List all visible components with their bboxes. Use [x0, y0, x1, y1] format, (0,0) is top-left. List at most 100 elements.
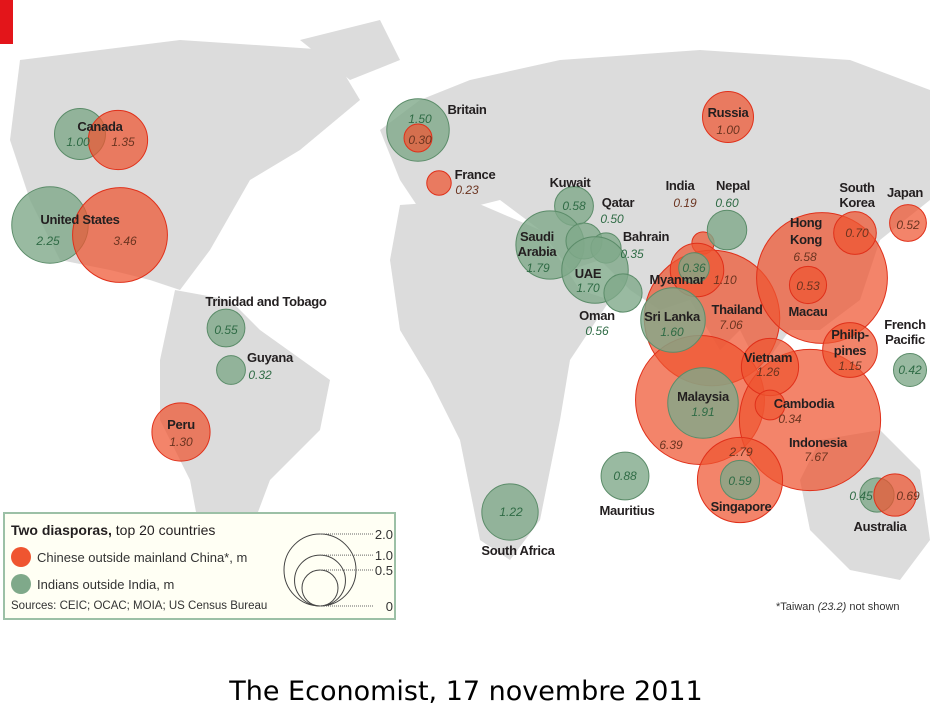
value-label: 1.70: [576, 281, 600, 295]
country-name: Cambodia: [774, 396, 836, 411]
country-name: Korea: [839, 195, 875, 210]
value-label: 0.23: [455, 183, 479, 197]
value-label: 6.39: [659, 438, 683, 452]
brand-tag: [0, 0, 13, 44]
land-4: [390, 200, 610, 560]
value-label: 2.25: [35, 234, 60, 248]
bubble-nepal-indian: [706, 209, 748, 251]
scale-label: 1.0: [375, 548, 393, 563]
bubble-australia-chinese: [873, 473, 917, 517]
bubble-cambodia-chinese: [754, 389, 786, 421]
value-label: 0.70: [845, 226, 869, 240]
value-label: 1.22: [499, 505, 523, 519]
country-name: Peru: [167, 417, 195, 432]
country-name: UAE: [575, 266, 602, 281]
bubble-france-chinese: [426, 170, 452, 196]
bubble-singapore-indian: [719, 459, 761, 501]
scale-label: 0: [386, 599, 393, 614]
country-name: Myanmar: [650, 272, 705, 287]
country-name: France: [455, 167, 496, 182]
bubble-japan-chinese: [889, 204, 927, 242]
indian-swatch: [11, 574, 31, 594]
value-label: 3.46: [113, 234, 137, 248]
value-label: 6.58: [793, 250, 817, 264]
bubble-oman-indian: [603, 273, 643, 313]
value-label: 7.67: [804, 450, 829, 464]
bubble-malaysia-indian: [667, 367, 739, 439]
value-label: 1.15: [838, 359, 862, 373]
country-name: Russia: [708, 105, 750, 120]
country-name: Macau: [789, 304, 828, 319]
bubble-myanmar-indian: [678, 252, 710, 284]
country-name: Saudi: [520, 229, 554, 244]
country-name: Indonesia: [789, 435, 848, 450]
country-name: Oman: [579, 308, 615, 323]
bubble-canada-chinese: [87, 109, 149, 171]
size-scale: 2.0 1.00.5 0: [283, 527, 393, 614]
value-label: 1.30: [169, 435, 193, 449]
value-label: 1.00: [716, 123, 740, 137]
bubble-britain-chinese: [403, 123, 433, 153]
scale-circle: [301, 569, 339, 607]
value-label: 0.34: [778, 412, 802, 426]
bubble-united-states-chinese: [72, 187, 168, 283]
value-label: 1.79: [526, 261, 550, 275]
value-label: 0.53: [796, 279, 820, 293]
labels: 1.00 1.35 2.25 3.46 0.55 0.32 1.30 1.50 0.30 0.23…: [35, 102, 926, 558]
value-label: 0.35: [620, 247, 644, 261]
legend: Two diasporas, top 20 countries Chinese …: [3, 512, 396, 620]
country-name: Qatar: [602, 195, 635, 210]
bubble-french-pacific-indian: [892, 352, 928, 388]
bubbles: [11, 91, 928, 541]
value-label: 0.69: [896, 489, 920, 503]
bubble-trinidad-and-tobago-indian: [206, 308, 246, 348]
value-label: 1.10: [713, 273, 737, 287]
country-name: United States: [40, 212, 119, 227]
country-name: Kong: [790, 232, 822, 247]
value-label: 0.30: [408, 133, 432, 147]
value-label: 1.91: [691, 405, 714, 419]
value-label: 1.35: [111, 135, 135, 149]
country-name: Japan: [887, 185, 923, 200]
bubble-south-africa-indian: [481, 483, 539, 541]
value-label: 0.60: [715, 196, 739, 210]
country-name: South Africa: [481, 543, 555, 558]
country-name: Singapore: [711, 499, 772, 514]
value-label: 0.50: [600, 212, 624, 226]
country-name: Malaysia: [677, 389, 730, 404]
country-name: pines: [834, 343, 867, 358]
value-label: 0.59: [728, 474, 752, 488]
country-name: Sri Lanka: [644, 309, 701, 324]
bubble-russia-chinese: [702, 91, 754, 143]
country-name: Britain: [447, 102, 486, 117]
country-name: Canada: [77, 119, 123, 134]
value-label: 0.88: [613, 469, 637, 483]
country-name: Philip-: [831, 327, 869, 342]
legend-indian: Indians outside India, m: [11, 574, 174, 594]
value-label: 0.58: [562, 199, 586, 213]
value-label: 2.79: [728, 445, 753, 459]
value-label: 0.19: [673, 196, 697, 210]
value-label: 0.56: [585, 324, 609, 338]
footnote: *Taiwan (23.2) not shown: [776, 601, 900, 613]
bubble-mauritius-indian: [600, 451, 650, 501]
bubble-peru-chinese: [151, 402, 211, 462]
country-name: Thailand: [711, 302, 762, 317]
legend-chinese: Chinese outside mainland China*, m: [11, 547, 247, 567]
country-name: Trinidad and Tobago: [205, 294, 327, 309]
scale-label: 0.5: [375, 563, 393, 578]
scale-label: 2.0: [375, 527, 393, 542]
value-label: 0.32: [248, 368, 272, 382]
scale-circle: [294, 554, 346, 607]
value-label: 1.26: [756, 365, 780, 379]
bubble-macau-chinese: [788, 265, 828, 305]
land-1: [300, 20, 400, 80]
value-label: 0.42: [898, 363, 922, 377]
country-name: Arabia: [518, 244, 558, 259]
caption: The Economist, 17 novembre 2011: [229, 676, 703, 707]
value-label: 1.60: [660, 325, 684, 339]
bubble-south-korea-chinese: [833, 211, 877, 255]
bubble-philippines-chinese: [822, 322, 878, 378]
country-name: Nepal: [716, 178, 750, 193]
value-label: 1.00: [66, 135, 90, 149]
